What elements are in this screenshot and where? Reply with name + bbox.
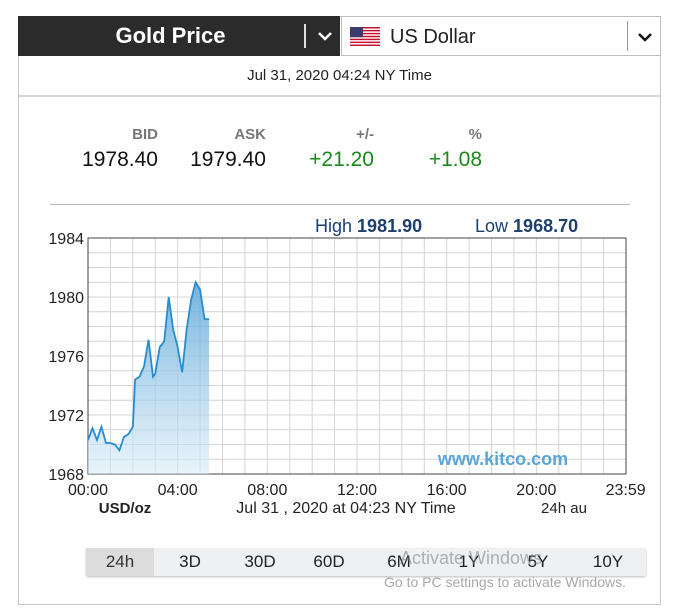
x-tick-label: 04:00: [158, 482, 198, 499]
percent-label: %: [468, 126, 482, 143]
widget-frame: [18, 16, 661, 605]
us-flag-icon: [350, 27, 380, 46]
chevron-down-icon[interactable]: [314, 26, 336, 46]
tab-10y[interactable]: 10Y: [592, 552, 624, 571]
tab-60d[interactable]: 60D: [313, 552, 345, 571]
ask-label: ASK: [234, 126, 266, 143]
y-tick-label: 1980: [48, 290, 84, 307]
tab-6m[interactable]: 6M: [387, 552, 411, 571]
y-tick-label: 1976: [48, 349, 84, 366]
y-tick-label: 1972: [48, 408, 84, 425]
metal-label: Gold Price: [115, 23, 226, 48]
x-tick-label: 20:00: [516, 482, 556, 499]
currency-separator: [627, 21, 628, 51]
change-label: +/-: [356, 126, 374, 143]
range-tabs: 24h 3D 30D 60D 6M 1Y 5Y 10Y: [86, 548, 646, 576]
activate-windows-hint: Go to PC settings to activate Windows.: [384, 574, 626, 590]
high-stat: High 1981.90: [315, 216, 422, 237]
y-tick-label: 1968: [48, 467, 84, 484]
y-tick-label: 1984: [48, 231, 84, 248]
plot-border: [87, 237, 627, 475]
metal-selector[interactable]: Gold Price: [18, 16, 340, 56]
chart-time-label: Jul 31 , 2020 at 04:23 NY Time: [236, 500, 456, 517]
x-tick-label: 23:59: [606, 482, 646, 499]
bid-column: BID 1978.40: [60, 126, 158, 172]
low-label: Low: [475, 216, 509, 236]
change-value: +21.20: [309, 148, 374, 171]
currency-selector[interactable]: US Dollar: [341, 16, 661, 56]
percent-value: +1.08: [428, 148, 482, 171]
price-line: [87, 279, 210, 453]
kitco-watermark: www.kitco.com: [437, 449, 568, 469]
divider: [50, 204, 630, 205]
high-value: 1981.90: [357, 216, 423, 236]
ask-column: ASK 1979.40: [168, 126, 266, 172]
tab-3d[interactable]: 3D: [179, 552, 201, 571]
unit-label: USD/oz: [99, 500, 152, 517]
low-value: 1968.70: [513, 216, 579, 236]
bid-label: BID: [132, 126, 158, 143]
metal-separator: [304, 24, 306, 48]
bid-value: 1978.40: [82, 148, 158, 171]
x-tick-label: 08:00: [247, 482, 287, 499]
top-bar: Gold Price US Dollar: [18, 16, 661, 56]
low-stat: Low 1968.70: [475, 216, 578, 237]
range-label: 24h au: [541, 500, 587, 517]
tab-1y[interactable]: 1Y: [458, 552, 480, 571]
ask-value: 1979.40: [190, 148, 266, 171]
chevron-down-icon[interactable]: [634, 27, 656, 47]
tab-24h[interactable]: 24h: [86, 548, 154, 576]
high-label: High: [315, 216, 353, 236]
activate-windows-watermark: Activate Windows: [400, 548, 543, 568]
percent-column: % +1.08: [384, 126, 482, 172]
timestamp: Jul 31, 2020 04:24 NY Time: [19, 57, 660, 97]
currency-label: US Dollar: [390, 26, 476, 48]
tab-5y[interactable]: 5Y: [527, 552, 549, 571]
price-area: [88, 282, 210, 474]
tab-30d[interactable]: 30D: [244, 552, 276, 571]
x-tick-label: 16:00: [427, 482, 467, 499]
x-tick-label: 00:00: [68, 482, 108, 499]
change-column: +/- +21.20: [276, 126, 374, 172]
x-tick-label: 12:00: [337, 482, 377, 499]
